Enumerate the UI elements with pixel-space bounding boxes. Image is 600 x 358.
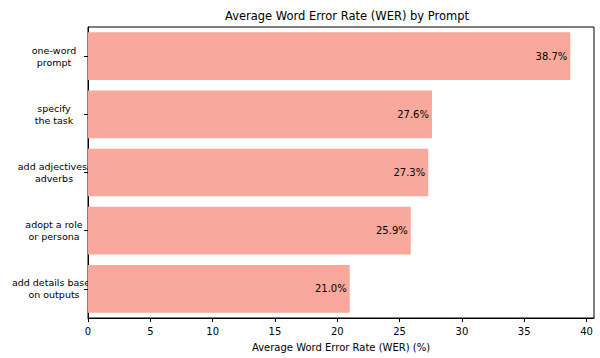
svg-text:25: 25 [393, 326, 406, 337]
svg-text:35: 35 [518, 326, 531, 337]
svg-text:Average Word Error Rate (WER): Average Word Error Rate (WER) (%) [252, 342, 430, 353]
svg-text:Average Word Error Rate (WER): Average Word Error Rate (WER) by Prompt [225, 9, 470, 23]
svg-text:the task: the task [35, 115, 74, 126]
svg-text:or persona: or persona [28, 231, 79, 242]
svg-text:0: 0 [85, 326, 91, 337]
svg-text:adopt a role: adopt a role [25, 219, 82, 230]
svg-text:21.0%: 21.0% [315, 283, 347, 294]
svg-text:27.3%: 27.3% [393, 167, 425, 178]
svg-text:27.6%: 27.6% [397, 109, 429, 120]
svg-text:add adjectives/: add adjectives/ [18, 161, 91, 172]
svg-text:on outputs: on outputs [28, 289, 79, 300]
svg-text:specify: specify [37, 103, 71, 114]
svg-text:one-word: one-word [32, 45, 76, 56]
svg-text:20: 20 [331, 326, 344, 337]
svg-text:15: 15 [269, 326, 282, 337]
svg-text:prompt: prompt [37, 57, 72, 68]
svg-text:30: 30 [456, 326, 469, 337]
svg-text:40: 40 [580, 326, 593, 337]
svg-text:38.7%: 38.7% [536, 51, 568, 62]
svg-text:add details based: add details based [12, 277, 96, 288]
svg-text:10: 10 [206, 326, 219, 337]
svg-text:25.9%: 25.9% [376, 225, 408, 236]
svg-text:adverbs: adverbs [35, 173, 73, 184]
svg-text:5: 5 [147, 326, 153, 337]
